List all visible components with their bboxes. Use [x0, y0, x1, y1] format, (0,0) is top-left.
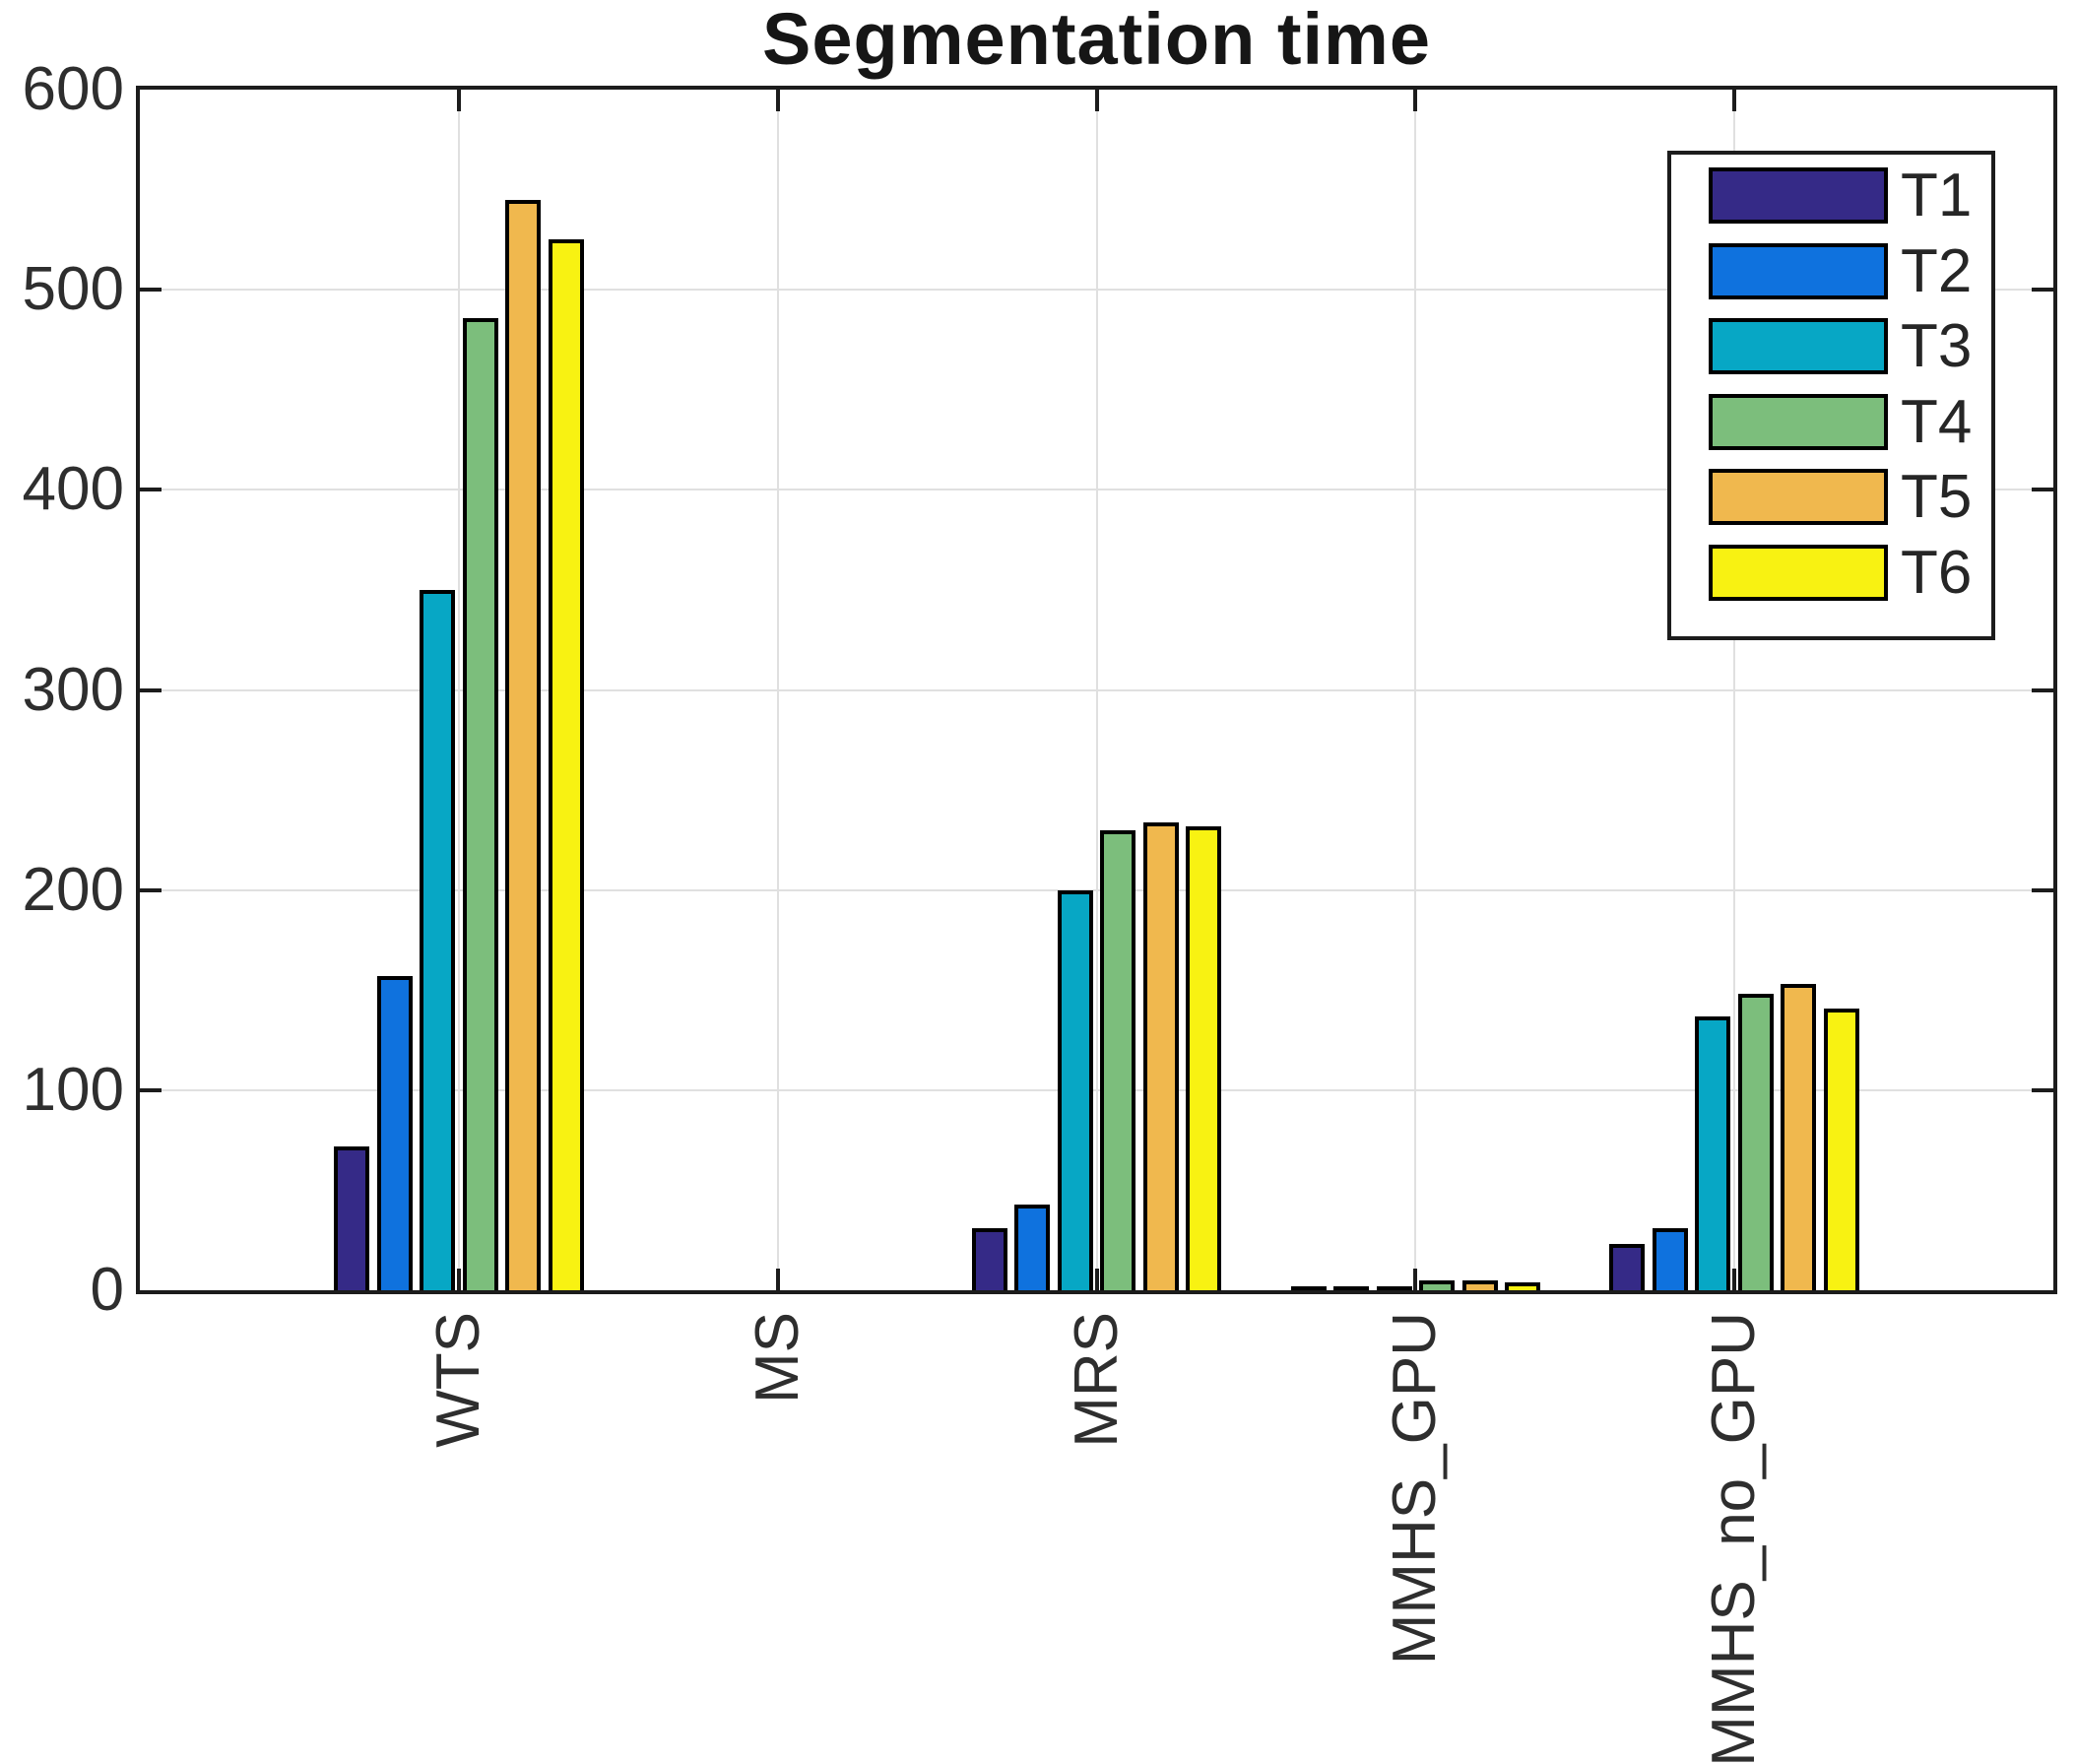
x-tick-top — [1732, 90, 1737, 111]
bar-T6-WTS — [548, 239, 584, 1290]
bar-T2-MRS — [1014, 1205, 1051, 1290]
bar-T5-WTS — [505, 200, 542, 1290]
x-tick-bottom — [1094, 1269, 1099, 1290]
legend-label-T4: T4 — [1901, 388, 1973, 456]
bar-T5-MRS — [1142, 822, 1179, 1290]
bar-T3-MRS — [1057, 890, 1093, 1290]
bar-T6-MMHS_GPU — [1505, 1282, 1541, 1290]
bar-T5-MMHS_no_GPU — [1781, 984, 1817, 1290]
y-tick-right — [2032, 887, 2053, 892]
y-tick-label: 100 — [22, 1055, 124, 1124]
y-tick-left — [140, 887, 162, 892]
y-tick-label: 400 — [22, 455, 124, 524]
legend-label-T2: T2 — [1901, 237, 1973, 305]
bar-T2-MMHS_GPU — [1333, 1286, 1370, 1290]
bar-T2-WTS — [376, 976, 413, 1290]
y-tick-label: 500 — [22, 255, 124, 324]
x-tick-top — [456, 90, 461, 111]
x-tick-top — [1094, 90, 1099, 111]
x-gridline — [457, 90, 460, 1290]
x-gridline — [776, 90, 779, 1290]
bar-T6-MRS — [1186, 826, 1222, 1290]
x-tick-bottom — [456, 1269, 461, 1290]
y-tick-left — [140, 687, 162, 692]
legend-swatch-T6 — [1709, 545, 1888, 601]
x-tick-label-WTS: WTS — [423, 1312, 492, 1448]
bar-T2-MMHS_no_GPU — [1652, 1228, 1688, 1290]
y-tick-label: 600 — [22, 55, 124, 123]
bar-T4-MMHS_no_GPU — [1737, 994, 1774, 1290]
bar-T1-MRS — [971, 1228, 1007, 1290]
plot-area — [140, 90, 2053, 1290]
y-tick-right — [2032, 687, 2053, 692]
x-tick-label-MRS: MRS — [1062, 1312, 1131, 1448]
y-tick-left — [140, 488, 162, 492]
x-gridline — [1095, 90, 1098, 1290]
x-gridline — [1733, 90, 1736, 1290]
bar-T4-MRS — [1100, 830, 1136, 1290]
bar-T1-MMHS_no_GPU — [1609, 1244, 1646, 1290]
bar-T3-WTS — [420, 590, 456, 1290]
legend-swatch-T2 — [1709, 243, 1888, 299]
x-tick-top — [775, 90, 780, 111]
legend-label-T1: T1 — [1901, 162, 1973, 229]
y-tick-label: 0 — [90, 1256, 124, 1324]
x-tick-bottom — [775, 1269, 780, 1290]
legend-label-T6: T6 — [1901, 539, 1973, 607]
bar-T4-WTS — [462, 318, 498, 1290]
bar-T5-MMHS_GPU — [1461, 1280, 1498, 1290]
x-gridline — [1414, 90, 1417, 1290]
y-tick-left — [140, 1087, 162, 1092]
legend-label-T3: T3 — [1901, 312, 1973, 380]
bar-T3-MMHS_GPU — [1376, 1286, 1412, 1290]
y-tick-right — [2032, 288, 2053, 293]
legend-swatch-T5 — [1709, 469, 1888, 525]
x-tick-bottom — [1413, 1269, 1418, 1290]
legend-swatch-T1 — [1709, 167, 1888, 224]
x-tick-label-MMHS_GPU: MMHS_GPU — [1381, 1312, 1450, 1666]
x-tick-bottom — [1732, 1269, 1737, 1290]
bar-T4-MMHS_GPU — [1419, 1280, 1456, 1290]
legend-swatch-T3 — [1709, 318, 1888, 374]
legend-swatch-T4 — [1709, 394, 1888, 450]
legend: T1 T2 T3 T4 T5 T6 — [1667, 151, 1995, 640]
y-tick-right — [2032, 1087, 2053, 1092]
y-tick-label: 300 — [22, 655, 124, 724]
chart-title: Segmentation time — [762, 0, 1431, 80]
y-tick-left — [140, 288, 162, 293]
bar-T1-WTS — [334, 1146, 370, 1290]
y-tick-right — [2032, 488, 2053, 492]
x-tick-label-MMHS_no_GPU: MMHS_no_GPU — [1700, 1312, 1769, 1764]
legend-label-T5: T5 — [1901, 463, 1973, 531]
x-tick-top — [1413, 90, 1418, 111]
bar-T3-MMHS_no_GPU — [1695, 1016, 1731, 1290]
y-tick-label: 200 — [22, 855, 124, 924]
x-tick-label-MS: MS — [743, 1312, 811, 1404]
bar-T6-MMHS_no_GPU — [1823, 1009, 1859, 1290]
bar-T1-MMHS_GPU — [1290, 1286, 1327, 1290]
